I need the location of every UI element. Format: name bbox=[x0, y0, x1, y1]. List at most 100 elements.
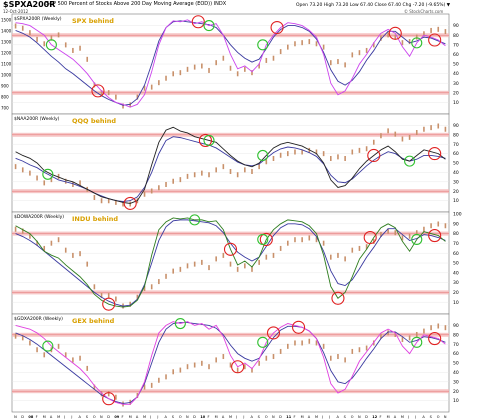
green-circle bbox=[45, 39, 57, 51]
x-tick-label: J bbox=[242, 415, 244, 419]
x-tick-label: O bbox=[179, 415, 182, 419]
x-tick-label: A bbox=[394, 415, 397, 419]
y-tick-right: 40 bbox=[453, 170, 459, 176]
red-circle bbox=[428, 147, 442, 161]
x-tick-label: F bbox=[36, 415, 38, 419]
red-circle bbox=[91, 84, 105, 98]
y-tick-right: 70 bbox=[453, 142, 459, 148]
x-tick-label: J bbox=[156, 415, 158, 419]
panel-label: $NAA200R (Weekly) bbox=[14, 116, 60, 122]
y-tick-right: 80 bbox=[453, 132, 459, 138]
red-circle bbox=[270, 20, 284, 35]
y-tick-right: 80 bbox=[453, 33, 459, 39]
y-tick-right: 30 bbox=[453, 81, 459, 87]
y-tick-right: 90 bbox=[453, 23, 459, 29]
red-circle bbox=[102, 297, 116, 311]
x-tick-label: N bbox=[272, 415, 275, 419]
y-tick-right: 40 bbox=[453, 71, 459, 77]
y-tick-left: 1500 bbox=[1, 18, 12, 23]
x-tick-label: J bbox=[235, 415, 237, 419]
x-tick-label: M bbox=[129, 415, 132, 419]
y-tick-right: 30 bbox=[453, 379, 459, 385]
red-circle bbox=[266, 326, 281, 340]
red-circle bbox=[388, 26, 402, 40]
y-tick-left: 1400 bbox=[1, 29, 12, 34]
x-tick-label: A bbox=[79, 415, 82, 419]
y-tick-right: 40 bbox=[453, 270, 459, 276]
red-circle bbox=[367, 148, 381, 163]
y-tick-left: 800 bbox=[1, 95, 9, 100]
overlay-label: SPX behind bbox=[72, 17, 114, 25]
y-tick-right: 100 bbox=[453, 212, 462, 218]
x-tick-label: D bbox=[193, 415, 196, 419]
red-circle bbox=[198, 133, 212, 147]
x-tick-label: A bbox=[250, 415, 253, 419]
y-tick-right: 10 bbox=[453, 300, 459, 306]
y-tick-right: 90 bbox=[453, 123, 459, 129]
y-tick-left: 700 bbox=[1, 106, 9, 111]
green-circle bbox=[42, 168, 54, 180]
red-circle bbox=[191, 15, 205, 29]
symbol-description: (S&P 500 Percent of Stocks Above 200 Day… bbox=[44, 1, 227, 7]
y-tick-right: 60 bbox=[453, 351, 459, 357]
y-tick-right: 50 bbox=[453, 261, 459, 267]
watermark: © StockCharts.com bbox=[404, 9, 444, 14]
x-tick-label: M bbox=[215, 415, 218, 419]
x-tick-label: M bbox=[143, 415, 146, 419]
y-tick-right: 70 bbox=[453, 241, 459, 247]
overlay-label: INDU behind bbox=[72, 215, 118, 223]
x-tick-label: S bbox=[86, 415, 89, 419]
y-tick-left: 1300 bbox=[1, 40, 12, 45]
green-circle bbox=[42, 340, 54, 352]
y-tick-left: 1100 bbox=[1, 62, 12, 67]
x-tick-label: O bbox=[351, 415, 354, 419]
y-tick-left: 1000 bbox=[1, 73, 12, 78]
x-tick-label: 09 bbox=[114, 415, 119, 419]
x-tick-label: M bbox=[401, 415, 404, 419]
green-circle bbox=[411, 37, 423, 49]
x-tick-label: J bbox=[407, 415, 409, 419]
chart-date: 12-Oct-2012 bbox=[3, 9, 29, 14]
green-circle bbox=[257, 233, 269, 246]
y-tick-right: 20 bbox=[453, 90, 459, 96]
green-circle bbox=[411, 233, 423, 246]
y-tick-right: 80 bbox=[453, 231, 459, 237]
x-tick-label: S bbox=[172, 415, 175, 419]
symbol-title: $SPXA200R bbox=[3, 0, 56, 9]
overlay-label: QQQ behind bbox=[72, 117, 116, 125]
x-tick-label: O bbox=[437, 415, 440, 419]
x-tick-label: N bbox=[14, 415, 17, 419]
y-tick-right: 10 bbox=[453, 198, 459, 204]
y-tick-right: 20 bbox=[453, 189, 459, 195]
x-tick-label: A bbox=[165, 415, 168, 419]
panel-label: $DOWA200R (Weekly) bbox=[14, 214, 64, 220]
x-tick-label: S bbox=[344, 415, 347, 419]
x-tick-label: S bbox=[430, 415, 433, 419]
red-circle bbox=[259, 232, 273, 247]
green-circle bbox=[174, 317, 186, 330]
red-circle bbox=[363, 230, 377, 245]
y-tick-right: 90 bbox=[453, 221, 459, 227]
y-tick-right: 70 bbox=[453, 342, 459, 348]
series-line bbox=[15, 19, 446, 108]
y-tick-right: 60 bbox=[453, 251, 459, 257]
x-tick-label: F bbox=[379, 415, 381, 419]
x-tick-label: M bbox=[43, 415, 46, 419]
x-tick-label: 10 bbox=[200, 415, 205, 419]
x-tick-label: 08 bbox=[28, 415, 33, 419]
green-circle bbox=[203, 20, 215, 32]
red-circle bbox=[292, 320, 306, 334]
x-tick-label: J bbox=[321, 415, 323, 419]
y-tick-right: 80 bbox=[453, 332, 459, 338]
y-tick-right: 50 bbox=[453, 62, 459, 68]
green-circle bbox=[404, 155, 416, 167]
red-circle bbox=[428, 332, 442, 346]
x-tick-label: N bbox=[186, 415, 189, 419]
x-tick-label: A bbox=[50, 415, 53, 419]
y-tick-left: 900 bbox=[1, 84, 9, 89]
overlay-label: GEX behind bbox=[72, 317, 115, 325]
y-tick-right: 50 bbox=[453, 161, 459, 167]
x-tick-label: D bbox=[365, 415, 368, 419]
series-line bbox=[15, 126, 446, 204]
green-circle bbox=[257, 149, 269, 162]
